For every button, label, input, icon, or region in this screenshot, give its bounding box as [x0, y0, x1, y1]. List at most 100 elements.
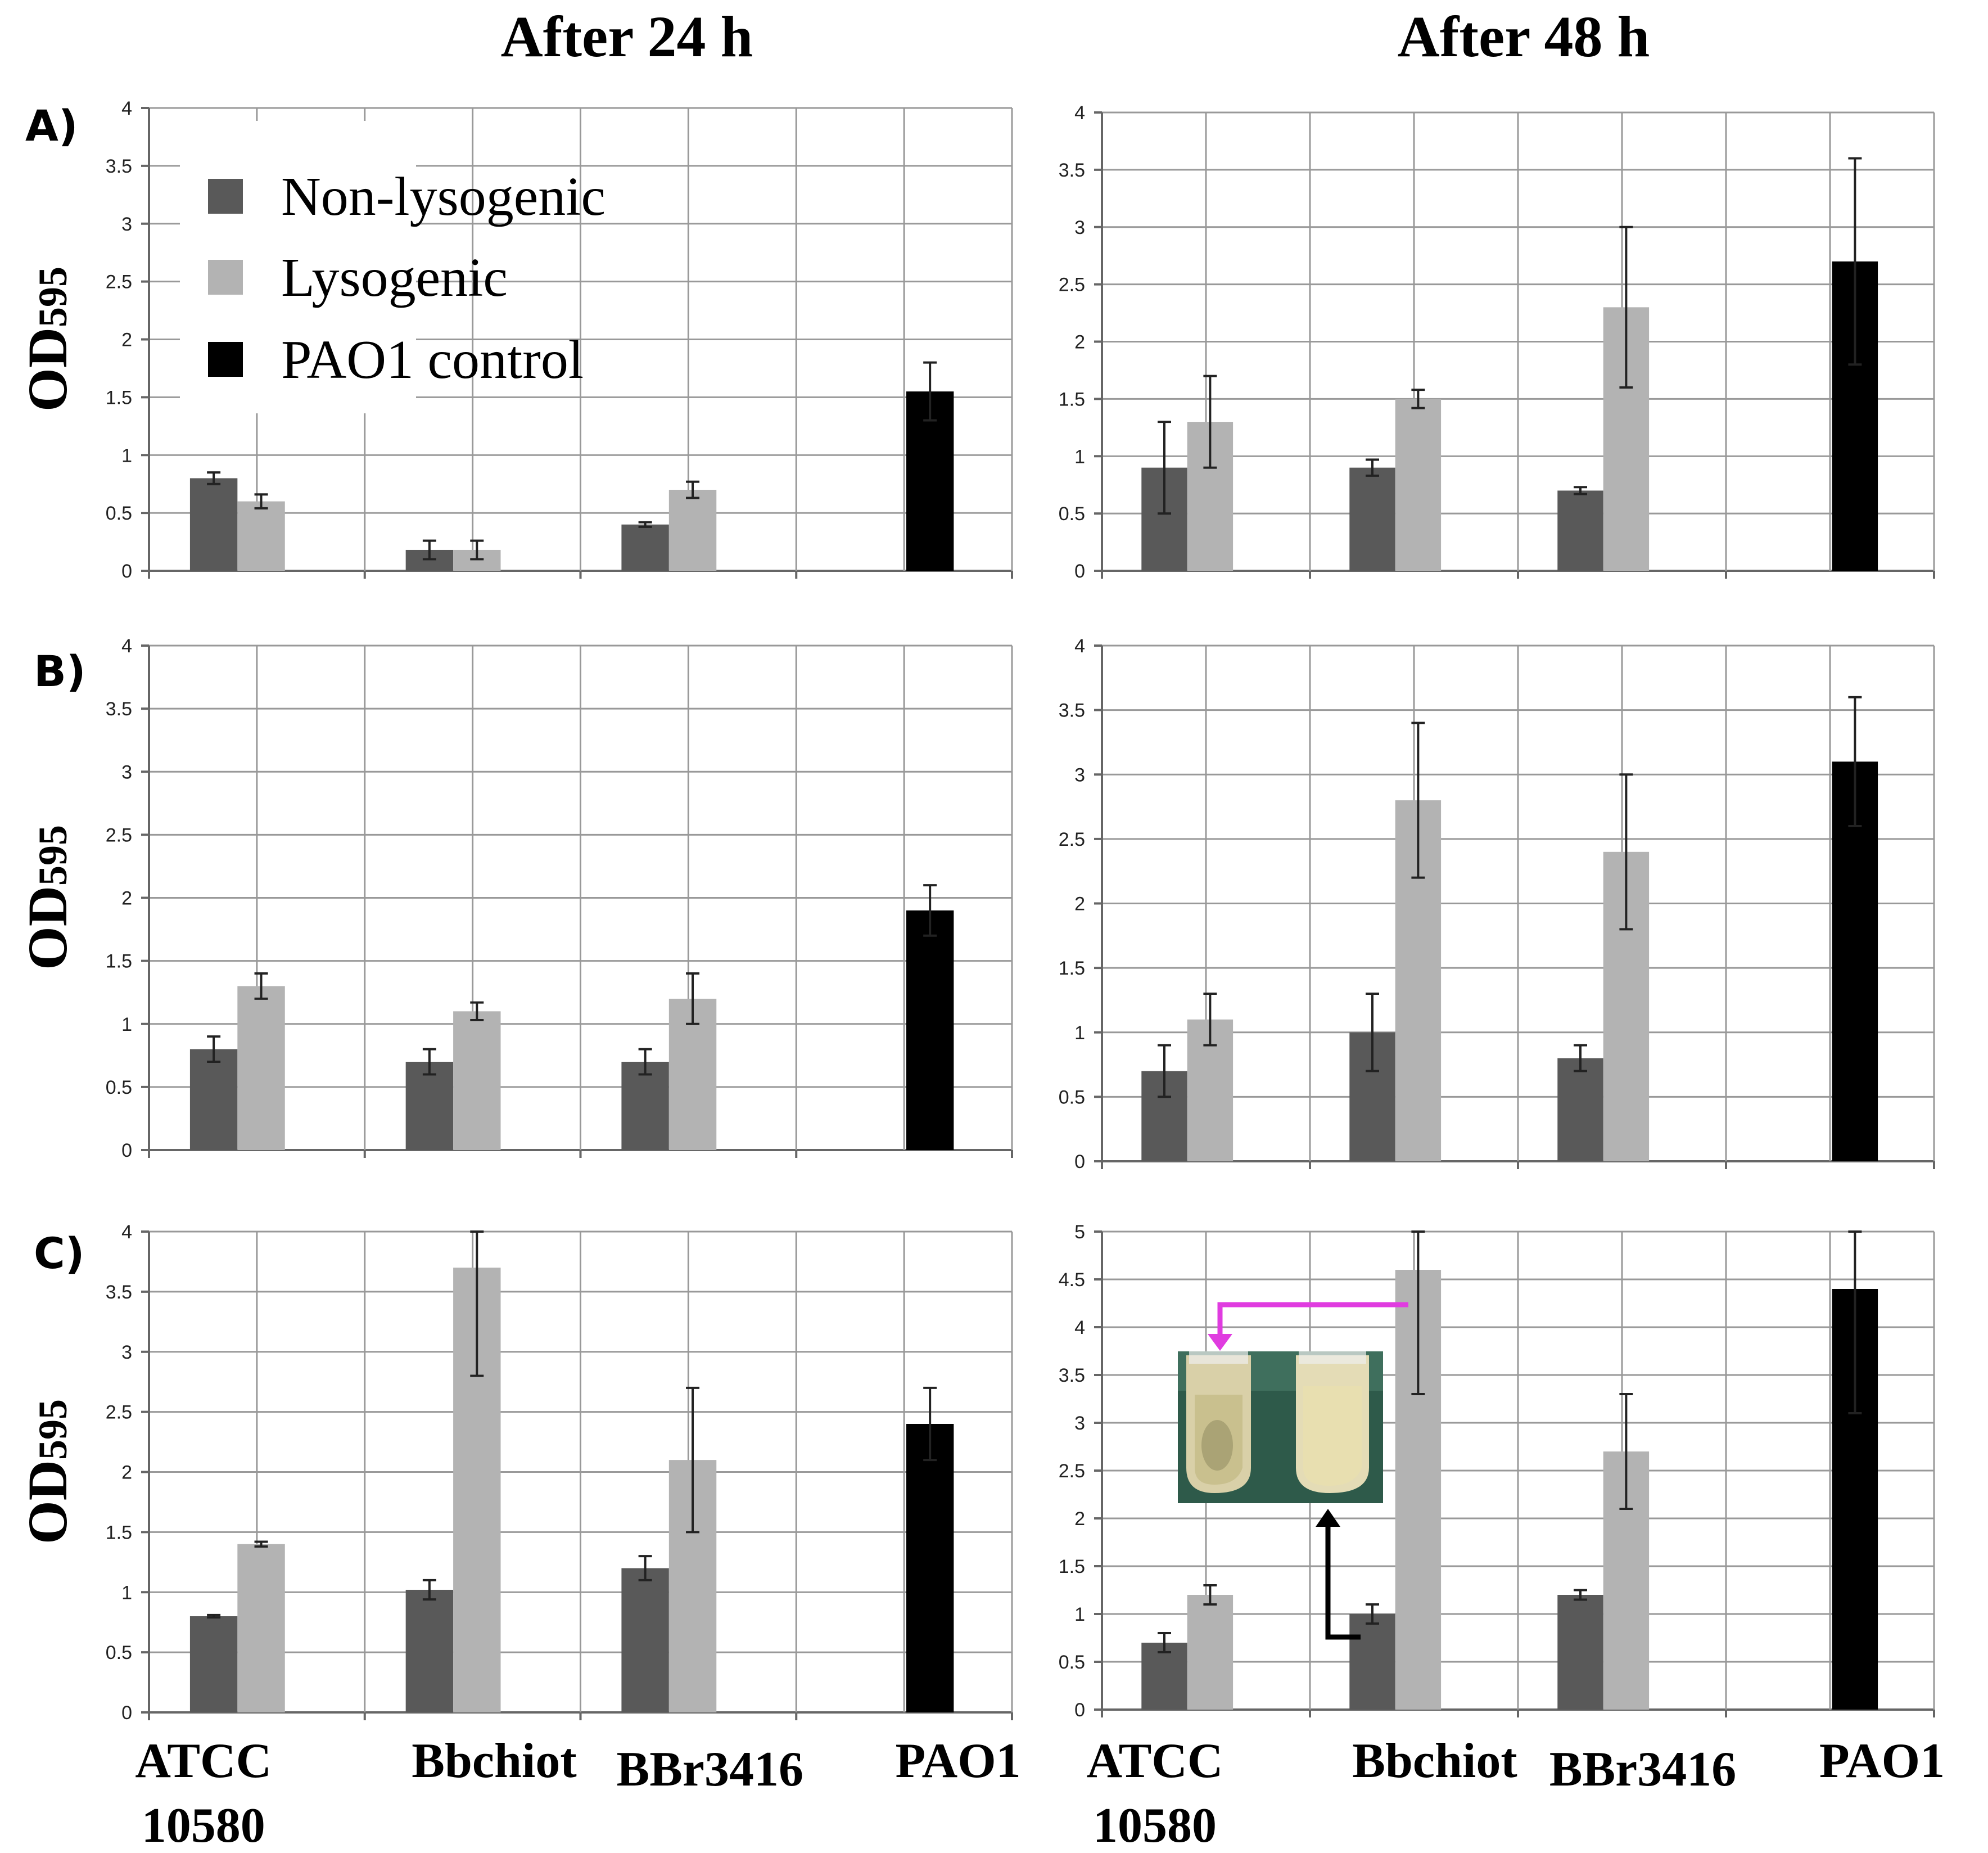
bar-lysogenic — [453, 1011, 501, 1150]
y-tick-label: 4 — [1074, 102, 1085, 124]
x-category-label: BBr3416 — [617, 1742, 803, 1797]
y-tick-label: 1.5 — [1059, 958, 1085, 979]
bar-non-lysogenic — [189, 1049, 238, 1150]
y-tick-label: 0 — [1074, 1699, 1085, 1721]
y-tick-label: 2 — [121, 1462, 132, 1484]
x-category-label: 10580 — [1093, 1798, 1217, 1853]
arrowhead-black — [1316, 1509, 1340, 1527]
column-title-24h: After 24 h — [501, 4, 753, 69]
panel-letter: A) — [25, 101, 78, 151]
legend-swatch-lysogenic — [208, 260, 243, 295]
x-category-label: Bbchiot — [412, 1734, 576, 1788]
y-tick-label: 2.5 — [106, 1402, 132, 1423]
y-tick-label: 3.5 — [106, 1282, 132, 1303]
x-category-label: BBr3416 — [1549, 1742, 1736, 1797]
y-tick-label: 0.5 — [1059, 1086, 1085, 1108]
bar-pao1-control — [906, 910, 954, 1150]
y-tick-label: 1 — [121, 1582, 132, 1603]
legend-label-non-lysogenic: Non-lysogenic — [281, 166, 606, 227]
bar-non-lysogenic — [189, 1616, 238, 1712]
y-tick-label: 2.5 — [1059, 1460, 1085, 1482]
bar-non-lysogenic — [405, 1589, 454, 1712]
x-category-label: PAO1 — [1819, 1734, 1945, 1788]
legend-label-pao1-control: PAO1 control — [281, 330, 584, 390]
y-tick-label: 2 — [121, 330, 132, 351]
y-tick-label: 3.5 — [106, 698, 132, 720]
y-tick-label: 2 — [1074, 894, 1085, 915]
y-tick-label: 1 — [1074, 446, 1085, 467]
bar-non-lysogenic — [1141, 1643, 1187, 1710]
bar-lysogenic — [668, 489, 717, 571]
legend-swatch-pao1-control — [208, 342, 243, 377]
y-tick-label: 4 — [1074, 1317, 1085, 1338]
bar-lysogenic — [1187, 1595, 1234, 1710]
arrow-black — [1325, 1525, 1361, 1640]
bar-non-lysogenic — [189, 478, 238, 571]
column-title-48h: After 48 h — [1398, 4, 1650, 69]
bar-lysogenic — [1395, 399, 1442, 571]
panel-letter: B) — [34, 646, 86, 696]
y-tick-label: 0 — [1074, 1151, 1085, 1173]
y-tick-label: 4 — [121, 635, 132, 657]
y-tick-label: 2.5 — [106, 272, 132, 293]
y-axis-label: OD595 — [16, 825, 79, 970]
y-tick-label: 0 — [121, 1702, 132, 1724]
bar-non-lysogenic — [1557, 1058, 1603, 1161]
chart-panel: 0 0.5 1 1.5 2 2.5 3 3.5 4 B) — [34, 635, 1013, 1161]
bar-non-lysogenic — [1349, 1614, 1395, 1710]
bar-non-lysogenic — [621, 1568, 669, 1712]
panel-letter: C) — [34, 1228, 85, 1278]
x-category-label: Bbchiot — [1352, 1734, 1517, 1788]
y-tick-label: 3.5 — [1059, 160, 1085, 181]
y-tick-label: 4 — [121, 98, 132, 119]
bar-pao1-control — [1832, 761, 1878, 1161]
bar-non-lysogenic — [621, 524, 669, 571]
y-tick-label: 3 — [1074, 217, 1085, 238]
legend: Non-lysogenic Lysogenic PAO1 control — [180, 121, 606, 413]
legend-swatch-non-lysogenic — [208, 179, 243, 214]
y-tick-label: 0 — [121, 1140, 132, 1161]
y-tick-label: 3.5 — [1059, 700, 1085, 722]
y-tick-label: 2.5 — [1059, 829, 1085, 850]
y-axis-label: OD595 — [16, 1399, 79, 1544]
y-tick-label: 3.5 — [106, 156, 132, 177]
legend-label-lysogenic: Lysogenic — [281, 247, 508, 308]
y-tick-label: 1.5 — [106, 951, 132, 972]
bar-pao1-control — [906, 1424, 954, 1712]
arrows — [1208, 1302, 1408, 1640]
y-tick-label: 1 — [121, 445, 132, 466]
x-category-label: ATCC — [1087, 1734, 1223, 1788]
x-category-label: 10580 — [142, 1798, 265, 1853]
chart-panel: 0 0.5 1 1.5 2 2.5 3 3.5 4 4.5 5 ATCC 10580 Bbchiot BBr… — [1059, 1221, 1945, 1853]
y-tick-label: 2.5 — [106, 824, 132, 846]
y-tick-label: 0.5 — [106, 1077, 132, 1098]
bar-non-lysogenic — [405, 1062, 454, 1150]
y-tick-label: 0.5 — [1059, 1652, 1085, 1673]
y-tick-label: 3 — [121, 761, 132, 783]
y-tick-label: 5 — [1074, 1221, 1085, 1243]
y-tick-label: 0.5 — [106, 1642, 132, 1663]
y-tick-label: 1.5 — [106, 387, 132, 408]
test-tube-left-sediment — [1201, 1420, 1233, 1471]
y-tick-label: 1 — [1074, 1604, 1085, 1625]
y-tick-label: 1.5 — [1059, 1556, 1085, 1577]
y-tick-label: 1.5 — [1059, 389, 1085, 410]
y-tick-label: 3 — [121, 214, 132, 235]
y-tick-label: 0 — [121, 561, 132, 582]
y-tick-label: 3 — [1074, 1413, 1085, 1434]
chart-panel: 0 0.5 1 1.5 2 2.5 3 3.5 4 — [1059, 635, 1935, 1173]
test-tube-left-cap — [1189, 1351, 1248, 1364]
bar-lysogenic — [237, 1544, 285, 1712]
y-tick-label: 0.5 — [106, 503, 132, 524]
y-tick-label: 2 — [121, 888, 132, 909]
chart-panel: 0 0.5 1 1.5 2 2.5 3 3.5 4 — [1059, 102, 1935, 582]
y-tick-label: 3 — [121, 1342, 132, 1363]
y-tick-label: 0 — [1074, 561, 1085, 582]
bar-lysogenic — [237, 986, 285, 1150]
bar-non-lysogenic — [621, 1062, 669, 1150]
y-axis-label: OD595 — [16, 267, 79, 412]
y-tick-label: 4 — [121, 1221, 132, 1243]
y-tick-label: 4 — [1074, 635, 1085, 657]
x-category-label: PAO1 — [895, 1734, 1020, 1788]
